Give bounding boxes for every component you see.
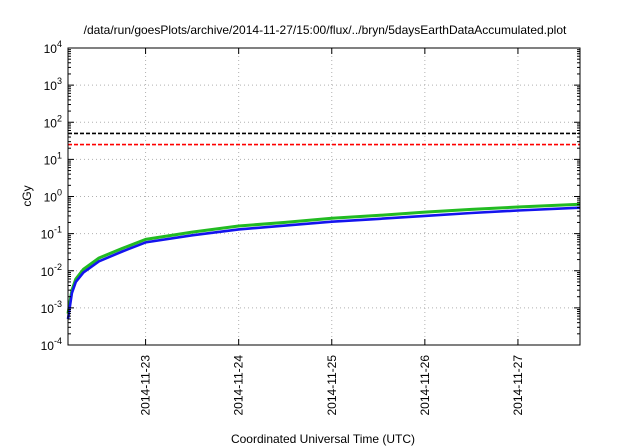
x-tick-labels: 2014-11-23 2014-11-24 2014-11-25 2014-11-26…: [139, 355, 525, 416]
y-tick-label: 10-4: [41, 336, 62, 353]
y-tick-label: 101: [44, 150, 62, 167]
x-tick-label: 2014-11-25: [325, 355, 339, 416]
y-tick-exponent: -2: [54, 262, 62, 272]
y-tick-exponent: -3: [54, 299, 62, 309]
y-tick-base: 10: [44, 153, 58, 167]
series-lines: [66, 202, 581, 320]
axes: [67, 47, 581, 346]
y-axis-label: cGy: [20, 185, 34, 206]
y-tick-label: 10-1: [41, 225, 62, 242]
y-tick-label: 10-2: [41, 262, 62, 279]
y-tick-exponent: 1: [57, 150, 62, 160]
y-tick-label: 102: [44, 113, 62, 130]
y-tick-label: 100: [44, 188, 62, 205]
y-tick-label: 103: [44, 76, 62, 93]
y-tick-base: 10: [41, 265, 55, 279]
y-tick-exponent: 2: [57, 113, 62, 123]
chart-title: /data/run/goesPlots/archive/2014-11-27/1…: [84, 23, 567, 37]
x-tick-label: 2014-11-23: [139, 355, 153, 416]
y-tick-exponent: -1: [54, 225, 62, 235]
y-tick-base: 10: [44, 79, 58, 93]
y-tick-exponent: 3: [57, 76, 62, 86]
plot-frame: [67, 47, 581, 346]
y-tick-exponent: 0: [57, 188, 62, 198]
series-line: [66, 206, 581, 320]
series-line: [66, 202, 581, 314]
y-tick-base: 10: [41, 228, 55, 242]
y-tick-label: 104: [44, 39, 62, 56]
x-tick-label: 2014-11-27: [511, 355, 525, 416]
x-axis-label: Coordinated Universal Time (UTC): [231, 432, 415, 446]
y-tick-base: 10: [44, 191, 58, 205]
grid: [68, 48, 580, 345]
y-tick-exponent: 4: [57, 39, 62, 49]
x-tick-label: 2014-11-24: [232, 355, 246, 416]
x-tick-label: 2014-11-26: [418, 355, 432, 416]
y-tick-base: 10: [41, 302, 55, 316]
threshold-lines: [68, 132, 580, 146]
y-tick-label: 10-3: [41, 299, 62, 316]
y-tick-base: 10: [44, 116, 58, 130]
y-tick-exponent: -4: [54, 336, 62, 346]
y-tick-base: 10: [41, 339, 55, 353]
y-tick-base: 10: [44, 42, 58, 56]
